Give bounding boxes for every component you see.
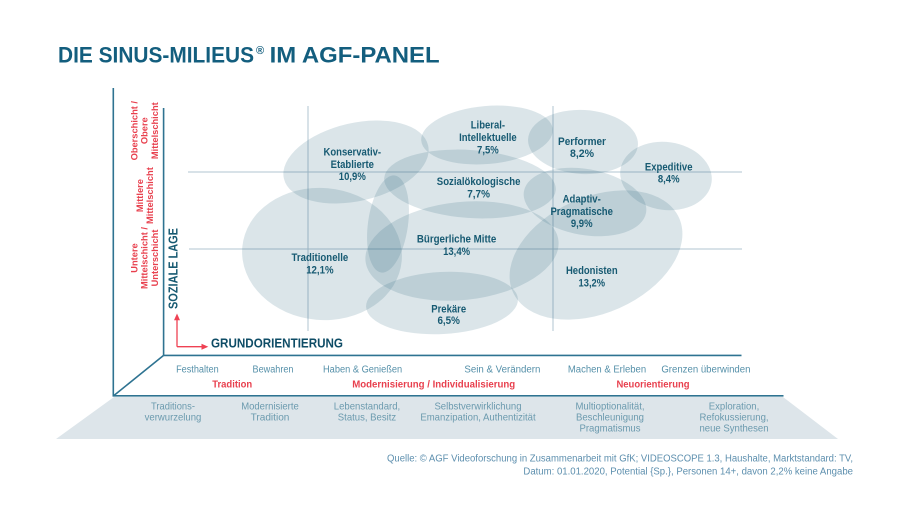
svg-text:7,7%: 7,7%: [467, 188, 490, 200]
svg-text:Sein & Verändern: Sein & Verändern: [464, 364, 540, 375]
svg-text:10,9%: 10,9%: [339, 171, 366, 183]
svg-text:9,9%: 9,9%: [571, 218, 593, 230]
svg-text:DIE SINUS-MILIEUS: DIE SINUS-MILIEUS: [58, 43, 254, 68]
svg-text:Modernisierte: Modernisierte: [241, 401, 299, 413]
svg-text:7,5%: 7,5%: [477, 144, 499, 156]
svg-text:Machen & Erleben: Machen & Erleben: [568, 364, 646, 375]
svg-text:Etablierte: Etablierte: [331, 159, 374, 171]
svg-text:Haben & Genießen: Haben & Genießen: [323, 364, 402, 375]
svg-text:Neuorientierung: Neuorientierung: [616, 379, 689, 391]
svg-text:Hedonisten: Hedonisten: [566, 265, 618, 277]
svg-text:neue Synthesen: neue Synthesen: [699, 423, 768, 435]
svg-text:Datum: 01.01.2020, Potential {: Datum: 01.01.2020, Potential {Sp.}, Pers…: [523, 467, 853, 478]
svg-text:verwurzelung: verwurzelung: [145, 412, 202, 424]
svg-text:8,2%: 8,2%: [570, 148, 594, 160]
svg-text:Selbstverwirklichung: Selbstverwirklichung: [434, 401, 521, 413]
svg-text:IM AGF-PANEL: IM AGF-PANEL: [270, 43, 440, 68]
svg-text:Adaptiv-: Adaptiv-: [563, 194, 601, 206]
svg-text:Prekäre: Prekäre: [431, 304, 466, 316]
svg-text:Intellektuelle: Intellektuelle: [459, 132, 517, 144]
svg-text:®: ®: [256, 45, 264, 57]
svg-text:Multioptionalität,: Multioptionalität,: [575, 401, 644, 413]
svg-text:GRUNDORIENTIERUNG: GRUNDORIENTIERUNG: [211, 336, 343, 351]
svg-text:Traditions-: Traditions-: [151, 401, 195, 413]
svg-text:12,1%: 12,1%: [306, 264, 334, 276]
svg-text:Traditionelle: Traditionelle: [292, 252, 349, 264]
svg-text:Tradition: Tradition: [251, 412, 290, 424]
svg-text:UntereMittelschicht /Unterschi: UntereMittelschicht /Unterschicht: [130, 227, 160, 289]
svg-text:Beschleunigung: Beschleunigung: [576, 412, 644, 424]
svg-text:Pragmatismus: Pragmatismus: [579, 423, 640, 435]
svg-text:Status, Besitz: Status, Besitz: [338, 412, 396, 424]
svg-text:13,4%: 13,4%: [443, 246, 470, 258]
svg-text:Konservativ-: Konservativ-: [324, 147, 382, 159]
svg-text:Liberal-: Liberal-: [471, 120, 506, 132]
svg-text:Quelle: © AGF Videoforschung i: Quelle: © AGF Videoforschung in Zusammen…: [387, 454, 853, 465]
svg-text:Refokussierung,: Refokussierung,: [699, 412, 768, 424]
svg-text:Festhalten: Festhalten: [176, 364, 219, 375]
svg-text:Sozialökologische: Sozialökologische: [437, 176, 521, 188]
svg-text:8,4%: 8,4%: [658, 174, 680, 186]
svg-text:Oberschicht /ObereMittelschich: Oberschicht /ObereMittelschicht: [130, 101, 160, 161]
svg-text:SOZIALE LAGE: SOZIALE LAGE: [167, 228, 181, 309]
svg-text:Bewahren: Bewahren: [253, 364, 294, 375]
svg-text:Pragmatische: Pragmatische: [550, 206, 613, 218]
svg-text:13,2%: 13,2%: [579, 278, 606, 290]
svg-text:MittlereMittelschicht: MittlereMittelschicht: [135, 167, 155, 224]
svg-text:Performer: Performer: [558, 136, 607, 148]
svg-text:Bürgerliche Mitte: Bürgerliche Mitte: [417, 234, 497, 246]
svg-text:Tradition: Tradition: [212, 379, 252, 391]
svg-text:Expeditive: Expeditive: [645, 161, 693, 173]
svg-text:Grenzen überwinden: Grenzen überwinden: [661, 364, 750, 375]
svg-text:Lebenstandard,: Lebenstandard,: [334, 401, 400, 413]
svg-text:6,5%: 6,5%: [437, 315, 460, 327]
svg-text:Modernisierung / Individualisi: Modernisierung / Individualisierung: [352, 379, 515, 391]
svg-text:Emanzipation, Authentizität: Emanzipation, Authentizität: [420, 412, 535, 424]
svg-text:Exploration,: Exploration,: [709, 401, 760, 413]
